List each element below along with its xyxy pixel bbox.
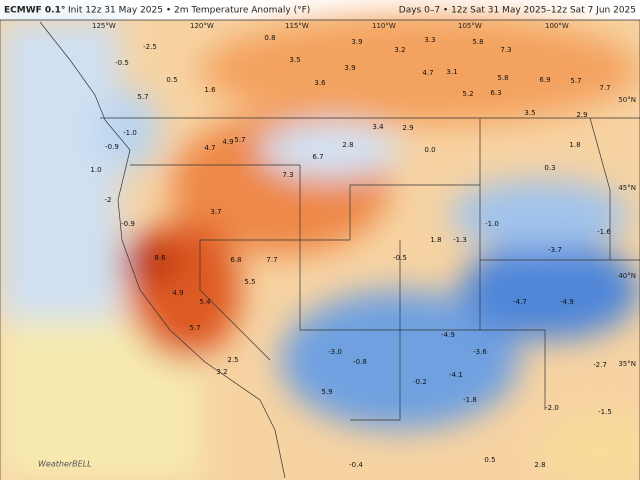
map-title: ECMWF 0.1° (4, 6, 65, 16)
map-subtitle: Init 12z 31 May 2025 • 2m Temperature An… (68, 6, 310, 16)
anomaly-label: 0.0 (424, 146, 435, 154)
anomaly-label: 6.8 (230, 256, 241, 264)
anomaly-label: 3.9 (344, 64, 355, 72)
anomaly-label: 0.8 (264, 34, 275, 42)
anomaly-label: 1.8 (569, 141, 580, 149)
anomaly-label: 0.3 (544, 164, 555, 172)
latitude-label: 40°N (618, 272, 636, 280)
anomaly-label: 1.8 (430, 236, 441, 244)
anomaly-label: -1.6 (597, 228, 611, 236)
anomaly-label: 8.6 (154, 254, 166, 262)
logo: WeatherBELL (38, 460, 92, 469)
anomaly-label: -1.5 (598, 408, 612, 416)
anomaly-label: 7.7 (266, 256, 277, 264)
anomaly-label: 3.4 (372, 123, 384, 131)
map-period: Days 0–7 • 12z Sat 31 May 2025–12z Sat 7… (399, 6, 636, 16)
anomaly-label: -3.0 (328, 348, 342, 356)
anomaly-label: 7.7 (599, 84, 610, 92)
anomaly-label: 0.5 (484, 456, 495, 464)
anomaly-label: 7.3 (500, 46, 511, 54)
anomaly-label: 5.7 (189, 324, 200, 332)
anomaly-label: -1.0 (485, 220, 499, 228)
anomaly-label: -1.0 (123, 129, 137, 137)
longitude-label: 115°W (285, 22, 309, 30)
anomaly-label: -0.9 (105, 143, 119, 151)
anomaly-label: 2.9 (402, 124, 413, 132)
anomaly-label: 4.9 (172, 289, 183, 297)
longitude-label: 120°W (190, 22, 214, 30)
anomaly-label: 4.9 (222, 138, 233, 146)
anomaly-label: 3.7 (210, 208, 221, 216)
anomaly-label: -0.9 (121, 220, 135, 228)
anomaly-label: 3.2 (394, 46, 405, 54)
anomaly-label: -2.0 (545, 404, 559, 412)
anomaly-label: -0.8 (353, 358, 367, 366)
anomaly-label: 3.5 (289, 56, 300, 64)
anomaly-label: -1.8 (463, 396, 477, 404)
anomaly-label: 2.5 (227, 356, 238, 364)
anomaly-label: 6.9 (539, 76, 550, 84)
anomaly-label: -4.7 (513, 298, 527, 306)
anomaly-label: 5.7 (570, 77, 581, 85)
anomaly-label: 6.3 (490, 89, 501, 97)
anomaly-label: -0.5 (115, 59, 129, 67)
anomaly-label: 6.7 (312, 153, 323, 161)
borders (0, 19, 640, 480)
anomaly-label: 3.3 (424, 36, 435, 44)
anomaly-label: 5.8 (497, 74, 508, 82)
anomaly-label: 5.7 (234, 136, 245, 144)
latitude-label: 45°N (618, 184, 636, 192)
anomaly-label: 7.3 (282, 171, 293, 179)
anomaly-label: 5.7 (137, 93, 148, 101)
anomaly-label: 1.0 (90, 166, 101, 174)
longitude-label: 100°W (545, 22, 569, 30)
anomaly-label: 5.5 (244, 278, 255, 286)
anomaly-label: 3.5 (524, 109, 535, 117)
anomaly-label: 5.9 (321, 388, 332, 396)
longitude-label: 105°W (458, 22, 482, 30)
anomaly-label: -4.9 (441, 331, 455, 339)
anomaly-label: -2 (105, 196, 112, 204)
anomaly-label: 5.4 (199, 298, 211, 306)
anomaly-label: 3.1 (446, 68, 457, 76)
latitude-label: 50°N (618, 96, 636, 104)
anomaly-label: 5.2 (462, 90, 473, 98)
anomaly-label: 4.7 (204, 144, 215, 152)
anomaly-label: -3.6 (473, 348, 487, 356)
anomaly-label: 5.8 (472, 38, 483, 46)
anomaly-label: 4.7 (422, 69, 433, 77)
anomaly-label: 2.8 (342, 141, 353, 149)
anomaly-field (0, 15, 640, 480)
anomaly-label: -0.5 (393, 254, 407, 262)
anomaly-label: -0.4 (349, 461, 363, 469)
anomaly-label: -2.5 (143, 43, 157, 51)
anomaly-label: 0.5 (166, 76, 177, 84)
anomaly-label: -2.7 (593, 361, 607, 369)
anomaly-label: 1.6 (204, 86, 216, 94)
anomaly-label: 2.8 (534, 461, 545, 469)
anomaly-label: 2.9 (576, 111, 587, 119)
anomaly-label: -0.2 (413, 378, 427, 386)
anomaly-label: -1.3 (453, 236, 467, 244)
anomaly-label: -3.7 (548, 246, 562, 254)
longitude-label: 110°W (372, 22, 396, 30)
anomaly-label: 3.6 (314, 79, 326, 87)
anomaly-label: -4.9 (560, 298, 574, 306)
longitude-label: 125°W (92, 22, 116, 30)
latitude-label: 35°N (618, 360, 636, 368)
anomaly-label: 3.9 (351, 38, 362, 46)
anomaly-label: -4.1 (449, 371, 463, 379)
anomaly-label: 3.2 (216, 368, 227, 376)
